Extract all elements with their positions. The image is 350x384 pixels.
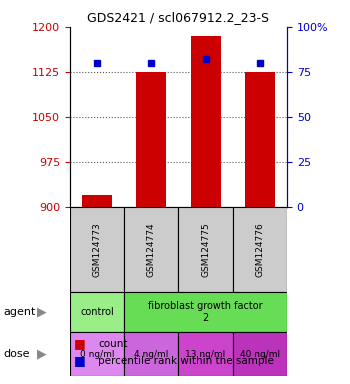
Text: fibroblast growth factor
2: fibroblast growth factor 2 <box>148 301 263 323</box>
Bar <box>70 292 124 332</box>
Text: agent: agent <box>4 307 36 317</box>
Text: 0 ng/ml: 0 ng/ml <box>80 350 114 359</box>
Bar <box>191 36 220 207</box>
Text: ▶: ▶ <box>37 306 47 318</box>
Text: dose: dose <box>4 349 30 359</box>
Bar <box>82 195 112 207</box>
Text: GSM124775: GSM124775 <box>201 222 210 277</box>
Text: GSM124774: GSM124774 <box>147 222 156 277</box>
Text: count: count <box>98 339 127 349</box>
Text: GSM124773: GSM124773 <box>93 222 101 277</box>
Text: ■: ■ <box>74 337 85 350</box>
Bar <box>245 72 275 207</box>
Bar <box>178 207 233 292</box>
Bar <box>124 332 178 376</box>
Bar <box>70 207 124 292</box>
Text: 4 ng/ml: 4 ng/ml <box>134 350 169 359</box>
Bar <box>70 332 124 376</box>
Text: ▶: ▶ <box>37 348 47 361</box>
Text: GSM124776: GSM124776 <box>256 222 264 277</box>
Bar <box>233 207 287 292</box>
Bar <box>178 332 233 376</box>
Bar <box>136 72 166 207</box>
Text: 40 ng/ml: 40 ng/ml <box>240 350 280 359</box>
Text: control: control <box>80 307 114 317</box>
Text: ■: ■ <box>74 354 85 367</box>
Text: 13 ng/ml: 13 ng/ml <box>186 350 226 359</box>
Bar <box>124 207 178 292</box>
Title: GDS2421 / scl067912.2_23-S: GDS2421 / scl067912.2_23-S <box>88 11 270 24</box>
Text: percentile rank within the sample: percentile rank within the sample <box>98 356 274 366</box>
Bar <box>233 332 287 376</box>
Bar <box>124 292 287 332</box>
